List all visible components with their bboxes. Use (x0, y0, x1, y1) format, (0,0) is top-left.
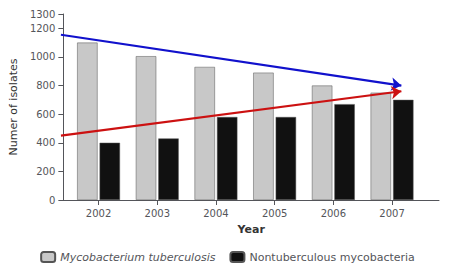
svg-text:Nontuberculous mycobacteria: Nontuberculous mycobacteria (249, 251, 414, 264)
svg-text:2007: 2007 (379, 208, 404, 219)
svg-text:400: 400 (36, 137, 55, 148)
svg-text:1000: 1000 (30, 51, 55, 62)
svg-text:2003: 2003 (145, 208, 170, 219)
svg-text:2005: 2005 (262, 208, 287, 219)
svg-text:2002: 2002 (86, 208, 111, 219)
svg-text:600: 600 (36, 109, 55, 120)
svg-text:1200: 1200 (30, 23, 55, 34)
svg-text:1300: 1300 (30, 9, 55, 20)
svg-text:Year: Year (237, 223, 266, 236)
svg-text:2006: 2006 (321, 208, 346, 219)
svg-text:Numer of isolates: Numer of isolates (7, 58, 20, 155)
svg-text:2004: 2004 (203, 208, 228, 219)
svg-text:Mycobacterium tuberculosis: Mycobacterium tuberculosis (60, 251, 216, 264)
svg-text:800: 800 (36, 80, 55, 91)
svg-text:0: 0 (49, 195, 55, 206)
svg-text:200: 200 (36, 166, 55, 177)
